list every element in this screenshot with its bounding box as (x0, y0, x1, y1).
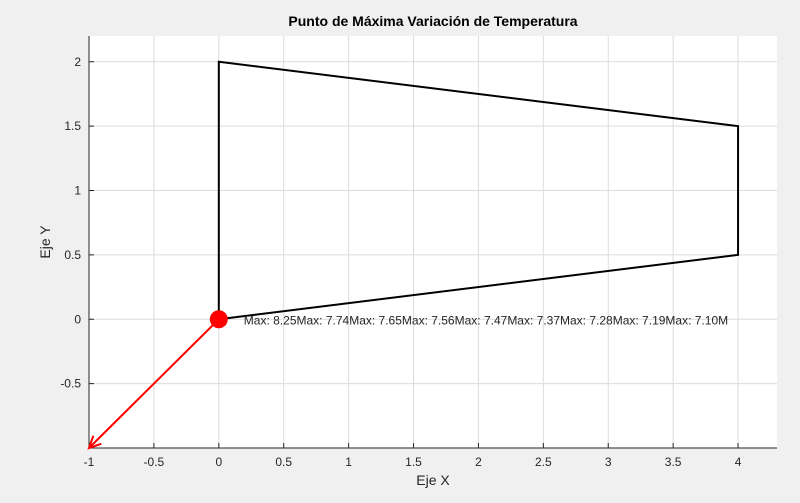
y-tick-label: 0 (74, 312, 81, 326)
x-tick-label: 3 (605, 455, 612, 469)
plot-area (89, 36, 777, 448)
max-annotation-label: Max: 7.28 (560, 313, 613, 327)
y-tick-label: 1.5 (64, 119, 81, 133)
x-tick-label: 3.5 (665, 455, 682, 469)
x-tick-label: 0 (215, 455, 222, 469)
max-annotation-label: Max: 7.56 (402, 313, 455, 327)
x-tick-label: 2.5 (535, 455, 552, 469)
y-tick-label: 1 (74, 184, 81, 198)
y-tick-label: -0.5 (60, 377, 81, 391)
max-annotation-label: Max: 7.19 (613, 313, 666, 327)
x-tick-label: -1 (84, 455, 95, 469)
max-annotation-label: Max: 7.47 (455, 313, 508, 327)
annotations-layer: Max: 8.25Max: 7.74Max: 7.65Max: 7.56Max:… (244, 313, 728, 327)
x-tick-label: 4 (735, 455, 742, 469)
polygon-outline (217, 60, 740, 321)
x-tick-label: 2 (475, 455, 482, 469)
gradient-arrow-shaft (88, 318, 220, 449)
max-annotations: Max: 8.25Max: 7.74Max: 7.65Max: 7.56Max:… (244, 313, 728, 327)
max-annotation-label: Max: 7.74 (297, 313, 350, 327)
x-tick-label: 1 (345, 455, 352, 469)
y-axis-label: Eje Y (37, 225, 53, 259)
grid (88, 36, 777, 448)
chart-title: Punto de Máxima Variación de Temperatura (288, 13, 577, 29)
ticks: -1 -0.5 0 0.5 1 1.5 2 2.5 3 3.5 4 -0.5 0 0.5 1 1.5 2 (60, 55, 741, 469)
max-annotation-label: Max: 7.37 (507, 313, 560, 327)
gradient-arrow-head (87, 435, 102, 450)
x-tick-label: 0.5 (275, 455, 292, 469)
axes (88, 36, 777, 449)
y-tick-label: 0.5 (64, 248, 81, 262)
x-axis-label: Eje X (416, 472, 450, 488)
max-annotation-label: Max: 7.10M (665, 313, 728, 327)
x-tick-label: -0.5 (144, 455, 165, 469)
y-tick-label: 2 (74, 55, 81, 69)
max-annotation-label: Max: 8.25 (244, 313, 297, 327)
max-point-marker (209, 310, 228, 329)
max-annotation-label: Max: 7.65 (349, 313, 402, 327)
x-tick-label: 1.5 (405, 455, 422, 469)
series-layer (87, 60, 740, 450)
